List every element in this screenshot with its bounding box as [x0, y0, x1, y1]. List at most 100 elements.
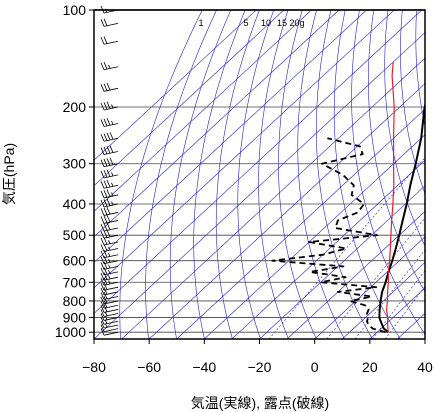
barb-staff — [103, 22, 119, 27]
isotherm-line — [94, 10, 257, 161]
wind-barb — [100, 324, 119, 333]
barb-feather — [103, 18, 108, 26]
barb-staff — [103, 227, 119, 232]
barb-staff — [103, 300, 119, 305]
isotherm-line — [94, 10, 340, 238]
wind-barb — [100, 300, 119, 309]
barb-staff — [103, 291, 119, 296]
barb-feather — [100, 62, 105, 70]
barb-feather — [100, 119, 105, 127]
dry-adiabat-line — [351, 10, 425, 335]
barb-feather — [103, 102, 108, 110]
dry-adiabat-line — [297, 10, 345, 339]
barb-feather — [100, 301, 105, 309]
dry-adiabat-line — [333, 10, 401, 339]
barb-feather — [106, 222, 111, 230]
barb-feather — [103, 61, 108, 70]
barb-staff — [103, 137, 119, 142]
barb-staff — [103, 212, 119, 216]
x-axis-title: 気温(実線), 露点(破線) — [191, 395, 329, 411]
x-tick-label: −20 — [248, 359, 272, 375]
barb-feather — [100, 283, 105, 291]
isotherm-line — [259, 185, 425, 339]
isotherm-line — [314, 236, 425, 339]
barb-staff — [103, 281, 119, 286]
barb-staff — [103, 276, 119, 281]
barb-feather — [103, 118, 108, 126]
mixing-ratio-label: 15 — [277, 18, 287, 28]
barb-feather — [103, 146, 108, 155]
mixing-ratio-label: 1 — [198, 18, 203, 28]
barb-feather — [103, 300, 108, 308]
wind-barb — [100, 309, 119, 317]
x-tick-label: −80 — [82, 359, 106, 375]
wind-barb — [100, 296, 119, 305]
barb-feather — [103, 230, 108, 238]
wind-barb — [100, 157, 119, 168]
barb-staff — [103, 241, 119, 246]
dry-adiabat-line — [119, 10, 203, 339]
parcel-line — [386, 61, 395, 333]
barb-feather — [100, 273, 105, 281]
wind-barb — [100, 82, 119, 92]
barb-feather — [100, 181, 105, 189]
wind-barb — [100, 132, 119, 142]
isotherm-line — [121, 57, 425, 339]
barb-feather — [100, 37, 105, 45]
barb-feather — [100, 159, 105, 167]
wind-barb — [100, 189, 119, 199]
barb-feather — [100, 305, 105, 313]
barb-feather — [103, 287, 108, 295]
isotherm-line — [148, 83, 425, 339]
barb-staff — [103, 123, 119, 127]
mixing-ratio-line — [354, 249, 425, 339]
wind-barb — [100, 179, 119, 189]
barb-feather — [100, 170, 105, 179]
barb-feather — [100, 313, 105, 321]
barb-half-feather — [108, 264, 111, 269]
barb-feather — [106, 198, 111, 206]
wind-barb — [100, 36, 119, 45]
barb-half-feather — [108, 246, 111, 251]
barb-half-feather — [111, 182, 114, 187]
barb-feather — [109, 132, 114, 140]
barb-feather — [106, 101, 111, 109]
wind-barb — [100, 267, 119, 276]
barb-feather — [100, 317, 105, 325]
isotherm-line — [204, 134, 425, 339]
barb-feather — [100, 278, 105, 286]
barb-feather — [106, 146, 111, 154]
isotherm-line — [94, 32, 425, 339]
mixing-ratio-label: 20g — [289, 18, 304, 28]
barb-feather — [100, 256, 105, 264]
barb-staff — [103, 317, 119, 321]
wind-barb — [100, 328, 119, 336]
barb-feather — [103, 272, 108, 280]
barb-feather — [103, 296, 108, 304]
y-tick-label: 900 — [63, 309, 87, 325]
barb-feather — [100, 208, 105, 216]
barb-feather — [100, 102, 105, 111]
y-tick-label: 500 — [63, 227, 87, 243]
mixing-ratio-labels: 1 5 10 15 20g — [198, 18, 304, 28]
dry-adiabat-line — [169, 10, 232, 339]
wind-barb — [100, 277, 119, 286]
barb-feather — [100, 296, 105, 305]
barb-feather — [103, 237, 108, 245]
x-tick-label: −60 — [137, 359, 161, 375]
barb-staff — [103, 234, 119, 239]
barb-feather — [100, 199, 105, 208]
barb-staff — [103, 174, 119, 179]
barb-feather — [106, 82, 111, 91]
barb-half-feather — [111, 172, 114, 177]
barb-staff — [103, 271, 119, 276]
isotherm-line — [424, 338, 425, 339]
barb-feather — [103, 207, 108, 215]
isotherm-line — [94, 10, 312, 212]
barb-staff — [103, 331, 119, 336]
barb-feather — [103, 282, 108, 290]
barb-feather — [103, 180, 108, 188]
wind-barb — [100, 261, 119, 270]
barb-staff — [103, 87, 119, 92]
isotherm-line — [94, 10, 395, 289]
